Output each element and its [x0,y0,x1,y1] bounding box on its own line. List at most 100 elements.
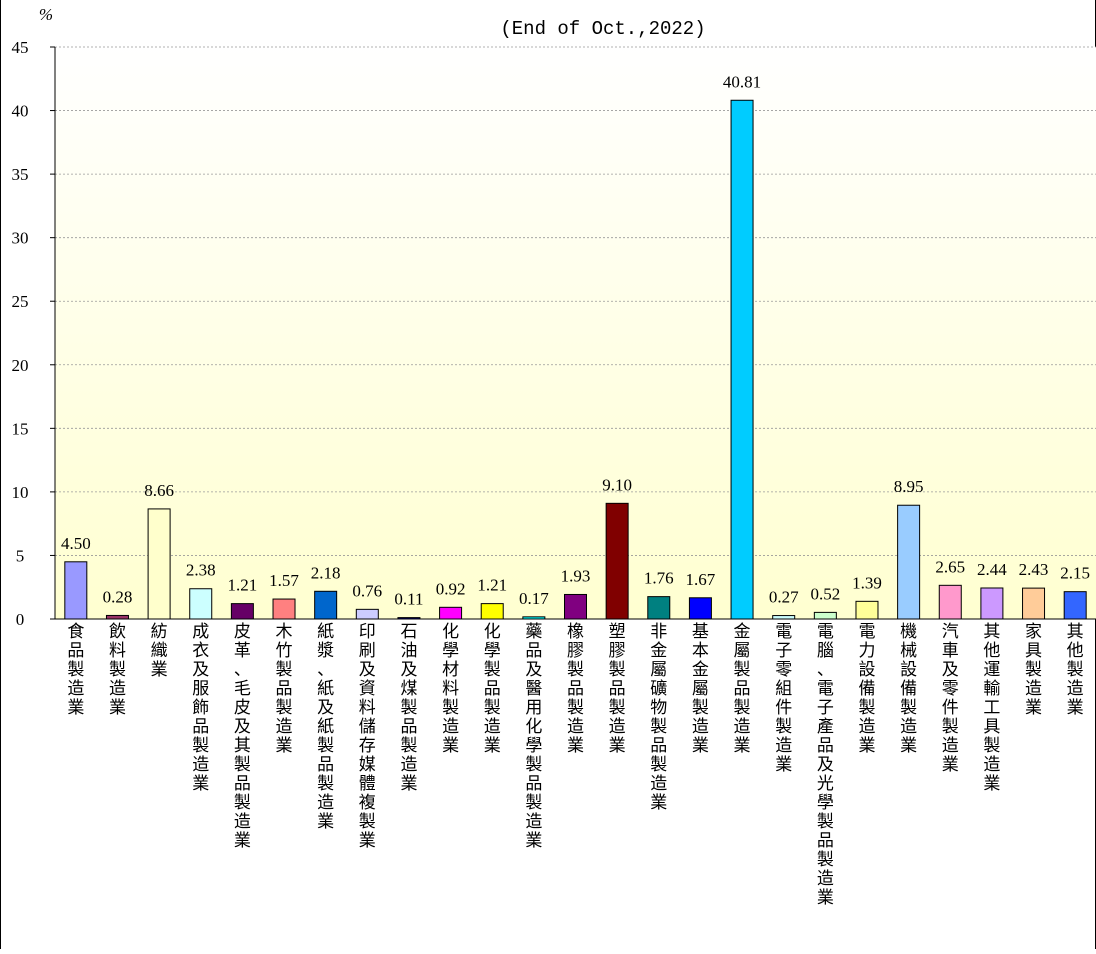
category-label-char: 製 [817,812,834,831]
category-label-char: 品 [650,736,667,755]
category-label-char: 業 [983,774,1000,793]
data-label-7: 2.18 [311,563,341,582]
y-tick-label: 25 [12,292,29,311]
category-label-char: 業 [484,736,501,755]
category-label-char: 汽 [942,622,959,641]
data-label-18: 0.27 [769,588,799,607]
category-label-10: 化學材料製造業 [442,622,459,755]
category-label-char: 料 [109,641,126,660]
category-label-char: 藥 [525,622,542,641]
category-label-char: 零 [942,679,959,698]
category-label-char: 業 [942,755,959,774]
category-label-char: 製 [484,660,501,679]
category-label-char: 業 [775,755,792,774]
category-label-14: 塑膠製品製造業 [609,622,626,755]
category-label-char: 造 [817,869,834,888]
category-label-char: 業 [67,698,84,717]
category-label-char: 製 [192,736,209,755]
category-label-char: 業 [817,888,834,907]
category-label-char: 製 [900,698,917,717]
y-tick-label: 20 [12,356,29,375]
category-label-char: 品 [234,774,251,793]
category-label-22: 汽車及零件製造業 [942,622,959,774]
category-label-char: 品 [525,641,542,660]
category-label-char: 織 [151,641,168,660]
category-label-char: 毛 [234,679,251,698]
category-labels: 食品製造業飲料製造業紡織業成衣及服飾品製造業皮革、毛皮及其製品製造業木竹製品製造… [67,622,1083,907]
category-label-char: 飾 [192,698,209,717]
category-label-char: 漿 [317,641,334,660]
gridlines [55,46,1096,556]
category-label-char: 品 [734,679,751,698]
category-label-char: 學 [442,641,459,660]
category-label-char: 木 [276,622,293,641]
category-label-char: 衣 [192,641,209,660]
data-label-10: 0.92 [436,579,466,598]
bar-17 [730,99,754,620]
category-label-char: 及 [317,698,334,717]
category-label-char: 造 [442,717,459,736]
category-label-char: 運 [983,660,1000,679]
category-label-char: 非 [650,622,667,641]
data-label-4: 2.38 [186,561,216,580]
bar-10 [439,606,463,620]
category-label-char: 學 [525,736,542,755]
y-tick-label: 40 [12,102,29,121]
bar-13 [564,593,587,620]
category-label-char: 造 [400,755,417,774]
category-label-8: 印刷及資料儲存媒體複製業 [359,622,376,850]
category-label-char: 業 [734,736,751,755]
category-label-char: 製 [400,698,417,717]
category-label-char: 用 [525,698,542,717]
category-label-25: 其他製造業 [1067,622,1084,717]
category-label-char: 製 [1067,660,1084,679]
category-label-char: 學 [817,793,834,812]
category-label-char: 機 [900,622,917,641]
category-label-char: 品 [817,736,834,755]
category-label-char: 化 [525,717,542,736]
category-label-7: 紙漿、紙及紙製品製造業 [317,622,334,831]
category-label-2: 飲料製造業 [109,622,126,717]
category-label-6: 木竹製品製造業 [276,622,293,755]
category-label-char: 品 [67,641,84,660]
category-label-char: 子 [817,698,834,717]
category-label-char: 業 [276,736,293,755]
category-label-char: 造 [983,755,1000,774]
category-label-char: 製 [317,736,334,755]
category-label-char: 造 [858,717,875,736]
bar-8 [355,608,379,620]
plot-area [55,47,1096,619]
category-label-char: 學 [484,641,501,660]
bar-6 [272,598,296,620]
category-label-char: 及 [234,717,251,736]
category-label-char: 醫 [525,679,542,698]
category-label-char: 製 [775,717,792,736]
category-label-char: 造 [276,717,293,736]
category-label-char: 材 [442,660,459,679]
bar-19 [813,611,837,620]
category-label-char: 造 [525,812,542,831]
category-label-char: 食 [67,622,84,641]
category-label-char: 品 [817,831,834,850]
category-label-char: 業 [109,698,126,717]
category-label-char: 料 [442,679,459,698]
data-label-8: 0.76 [352,581,382,600]
value-labels: 4.50 0.28 8.66 2.38 1.21 1.57 2.18 0.76 0.11 0.92… [61,72,1090,608]
category-label-char: 他 [1067,641,1084,660]
data-label-9: 0.11 [394,590,423,609]
chart-subtitle: (End of Oct.,2022) [500,18,705,40]
category-label-char: 及 [400,660,417,679]
bar-14 [605,502,629,620]
category-label-1: 食品製造業 [67,622,84,717]
category-label-char: 業 [650,793,667,812]
category-label-char: 橡 [567,622,584,641]
category-label-char: 業 [359,831,376,850]
data-label-16: 1.67 [686,570,716,589]
category-label-21: 機械設備製造業 [900,622,917,755]
category-label-char: 設 [900,660,917,679]
category-label-char: 製 [67,660,84,679]
data-label-2: 0.28 [103,587,133,606]
category-label-char: 製 [650,755,667,774]
category-label-char: 業 [234,831,251,850]
